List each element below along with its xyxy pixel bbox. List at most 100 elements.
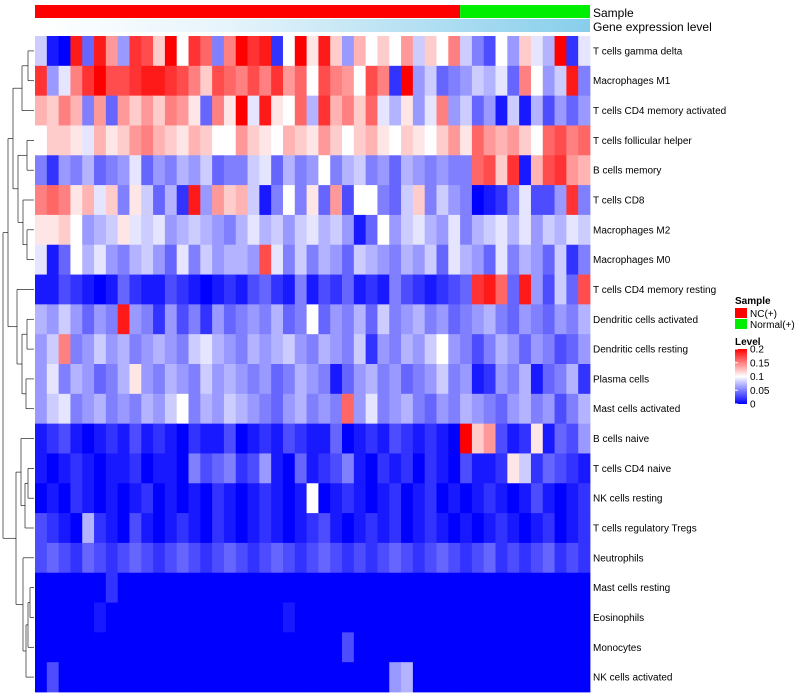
heatmap-cell: [389, 423, 402, 454]
heatmap-cell: [223, 155, 237, 186]
heatmap-cell: [330, 453, 343, 484]
heatmap-cell: [259, 36, 272, 67]
heatmap-cell: [424, 185, 437, 216]
heatmap-cell: [566, 185, 579, 216]
heatmap-cell: [271, 125, 284, 156]
heatmap-cell: [176, 364, 189, 395]
sample-annotation-label: Sample: [593, 6, 634, 20]
heatmap-cell: [507, 334, 520, 365]
heatmap-cell: [353, 364, 367, 395]
heatmap-cell: [401, 632, 414, 663]
heatmap-cell: [318, 185, 331, 216]
heatmap-cell: [70, 364, 83, 395]
heatmap-cell: [294, 393, 307, 425]
heatmap-cell: [519, 483, 532, 514]
heatmap-cell: [530, 632, 544, 663]
heatmap-cell: [176, 65, 189, 97]
heatmap-cell: [129, 65, 142, 97]
heatmap-cell: [401, 125, 414, 156]
heatmap-cell: [212, 304, 225, 335]
heatmap-cell: [141, 632, 154, 663]
heatmap-cell: [483, 632, 496, 663]
heatmap-cell: [578, 572, 591, 603]
heatmap-cell: [318, 542, 331, 574]
heatmap-cell: [94, 244, 107, 275]
heatmap-cell: [554, 65, 567, 97]
heatmap-cell: [105, 304, 119, 335]
heatmap-cell: [330, 274, 343, 305]
heatmap-cell: [448, 185, 461, 216]
heatmap-cell: [483, 95, 496, 126]
heatmap-cell: [377, 274, 390, 305]
heatmap-cell: [153, 632, 166, 663]
heatmap-cell: [164, 572, 178, 603]
heatmap-cell: [223, 214, 237, 246]
heatmap-cell: [153, 155, 166, 186]
heatmap-cell: [483, 364, 496, 395]
heatmap-cell: [353, 334, 367, 365]
heatmap-cell: [448, 602, 461, 633]
heatmap-cell: [436, 513, 449, 544]
heatmap-cell: [353, 483, 367, 514]
heatmap-cell: [507, 513, 520, 544]
heatmap-cell: [129, 304, 142, 335]
heatmap-cell: [342, 244, 355, 275]
heatmap-cell: [282, 572, 296, 603]
heatmap-cell: [94, 185, 107, 216]
heatmap-cell: [94, 423, 107, 454]
heatmap-cell: [82, 155, 95, 186]
heatmap-cell: [247, 244, 260, 275]
heatmap-cell: [377, 214, 390, 246]
row-label: Macrophages M2: [593, 225, 671, 236]
heatmap-cell: [448, 423, 461, 454]
heatmap-cell: [82, 125, 95, 156]
heatmap-cell: [294, 542, 307, 574]
heatmap-cell: [530, 214, 544, 246]
heatmap-cell: [82, 453, 95, 484]
heatmap-cell: [58, 214, 71, 246]
heatmap-cell: [306, 214, 319, 246]
heatmap-cell: [282, 542, 296, 574]
annotation-bars: [35, 5, 590, 32]
heatmap-cell: [578, 334, 591, 365]
heatmap-cell: [330, 364, 343, 395]
heatmap-cell: [483, 453, 496, 484]
heatmap-cell: [105, 334, 119, 365]
heatmap-cell: [105, 65, 119, 97]
heatmap-cell: [530, 304, 544, 335]
heatmap-cell: [46, 483, 60, 514]
heatmap-cell: [424, 483, 437, 514]
heatmap-cell: [259, 572, 272, 603]
heatmap-cell: [483, 304, 496, 335]
heatmap-cell: [401, 602, 414, 633]
heatmap-cell: [530, 244, 544, 275]
heatmap-cell: [424, 125, 437, 156]
heatmap-cell: [483, 542, 496, 574]
heatmap-cell: [46, 185, 60, 216]
heatmap-cell: [436, 662, 449, 693]
heatmap-cell: [530, 155, 544, 186]
heatmap-cell: [330, 95, 343, 126]
heatmap-cell: [46, 393, 60, 425]
heatmap-cell: [412, 602, 426, 633]
heatmap-cell: [282, 334, 296, 365]
heatmap-cell: [271, 334, 284, 365]
heatmap-cell: [70, 185, 83, 216]
heatmap-cell: [35, 483, 48, 514]
heatmap-cell: [259, 542, 272, 574]
heatmap-cell: [235, 364, 248, 395]
heatmap-cell: [117, 244, 130, 275]
heatmap-cell: [164, 483, 178, 514]
heatmap-cell: [412, 334, 426, 365]
heatmap-cell: [70, 602, 83, 633]
heatmap-cell: [507, 304, 520, 335]
heatmap-cell: [188, 513, 201, 544]
heatmap-cell: [412, 65, 426, 97]
heatmap-cell: [471, 393, 485, 425]
heatmap-cell: [507, 364, 520, 395]
heatmap-cell: [58, 334, 71, 365]
heatmap-cell: [46, 513, 60, 544]
heatmap-cell: [188, 274, 201, 305]
heatmap-cell: [377, 542, 390, 574]
heatmap-cell: [105, 274, 119, 305]
